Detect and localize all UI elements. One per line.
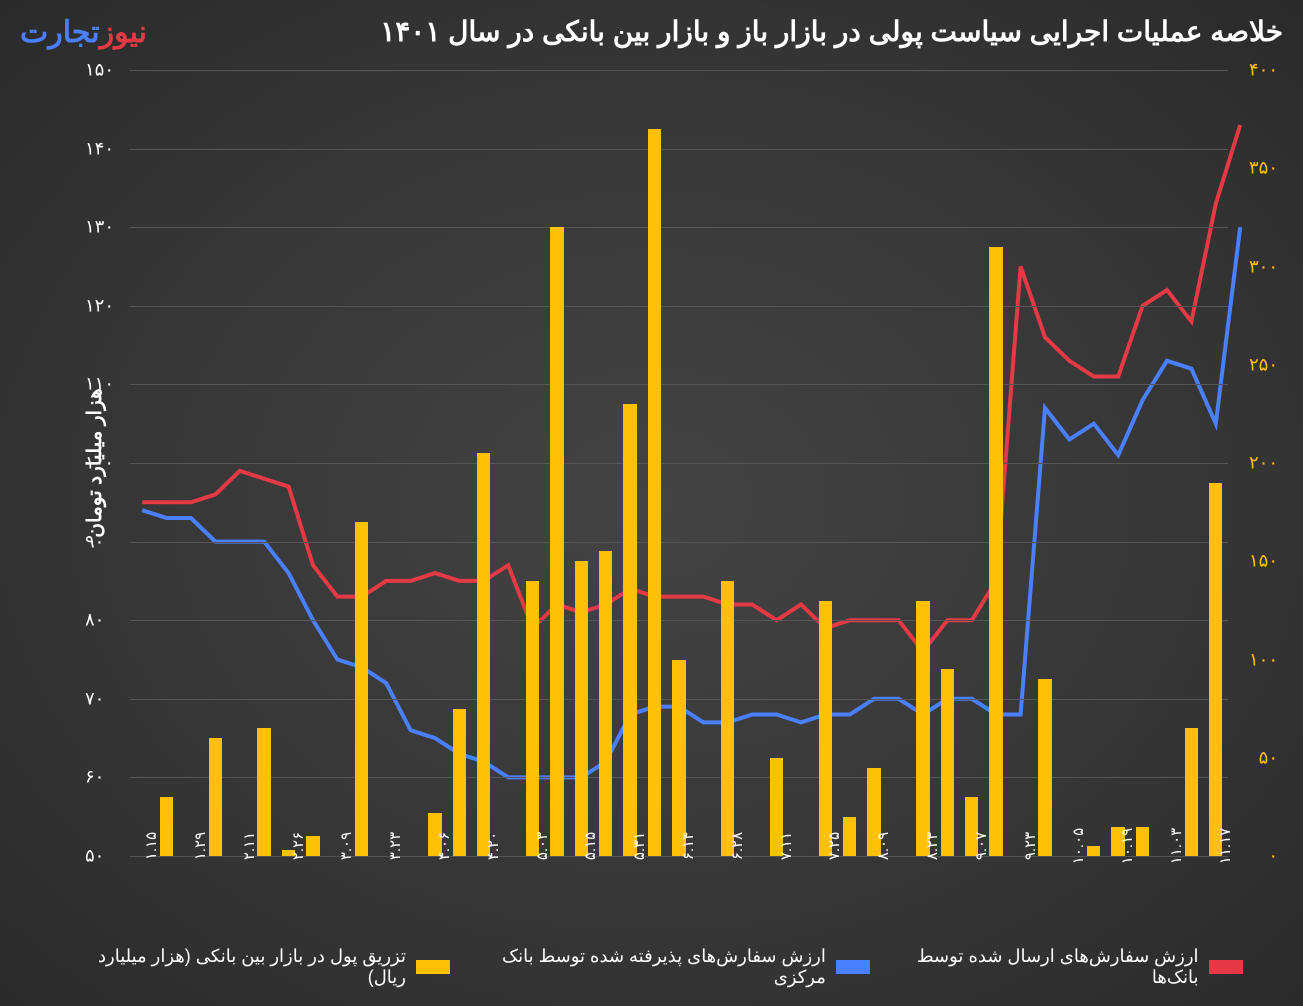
x-tick: ۵.۱۵	[581, 832, 599, 860]
bar	[1209, 483, 1222, 856]
chart-container: خلاصه عملیات اجرایی سیاست پولی در بازار …	[0, 0, 1303, 1006]
bar	[1136, 827, 1149, 856]
gridline	[130, 70, 1228, 71]
bar	[550, 227, 563, 856]
x-tick: ۶.۱۴	[679, 832, 697, 860]
x-tick: ۸.۰۹	[874, 832, 892, 860]
line	[142, 227, 1240, 777]
bar	[648, 129, 661, 856]
x-tick: ۸.۲۳	[923, 832, 941, 860]
y-left-tick: ۱۲۰	[85, 295, 114, 316]
legend-label-1: ارزش سفارش‌های ارسال شده توسط بانک‌ها	[870, 946, 1198, 988]
y-right-tick: ۲۰۰	[1249, 453, 1278, 474]
logo-p2: تجارت	[20, 16, 100, 49]
bar	[1038, 679, 1051, 856]
y-right-tick: ۰	[1268, 846, 1278, 867]
y-left-tick: ۱۵۰	[85, 60, 114, 81]
x-tick: ۱۱.۱۷	[1216, 828, 1234, 864]
bar	[1185, 728, 1198, 856]
x-tick: ۱۰.۱۹	[1118, 828, 1136, 864]
y-right-tick: ۵۰	[1259, 747, 1278, 768]
y-right-tick: ۱۵۰	[1249, 551, 1278, 572]
x-tick: ۵.۰۳	[533, 832, 551, 860]
bar	[916, 601, 929, 856]
bar	[623, 404, 636, 856]
y-right-tick: ۳۵۰	[1249, 158, 1278, 179]
y-right-tick: ۴۰۰	[1249, 60, 1278, 81]
y-left-tick: ۵۰	[85, 846, 104, 867]
y-left-tick: ۱۳۰	[85, 217, 114, 238]
x-tick: ۴.۲۰	[484, 832, 502, 860]
x-tick: ۷.۱۱	[777, 832, 795, 860]
logo: نیوزتجارت	[20, 15, 147, 50]
gridline	[130, 306, 1228, 307]
x-tick: ۹.۲۳	[1021, 832, 1039, 860]
bar	[843, 817, 856, 856]
y-left-tick: ۱۴۰	[85, 138, 114, 159]
x-tick: ۱.۲۹	[191, 832, 209, 860]
x-tick: ۲.۲۶	[289, 832, 307, 860]
bar	[355, 522, 368, 856]
bar	[257, 728, 270, 856]
y-left-tick: ۶۰	[85, 767, 104, 788]
bar	[160, 797, 173, 856]
legend-item-red: ارزش سفارش‌های ارسال شده توسط بانک‌ها	[870, 946, 1243, 988]
bar	[989, 247, 1002, 856]
bar	[672, 660, 685, 857]
y-left-tick: ۸۰	[85, 610, 104, 631]
x-tick: ۱۰.۰۵	[1069, 828, 1087, 864]
x-tick: ۱.۱۵	[142, 832, 160, 860]
bar	[1087, 846, 1100, 856]
legend: ارزش سفارش‌های ارسال شده توسط بانک‌ها ار…	[0, 946, 1303, 988]
x-tick: ۲.۱۱	[240, 832, 258, 860]
bar	[721, 581, 734, 856]
y-left-tick: ۱۱۰	[85, 374, 114, 395]
legend-swatch-blue	[836, 960, 870, 974]
x-tick: ۴.۰۶	[435, 832, 453, 860]
bar	[599, 551, 612, 856]
y-left-tick: ۷۰	[85, 688, 104, 709]
legend-label-2: ارزش سفارش‌های پذیرفته شده توسط بانک مرک…	[450, 946, 825, 988]
x-tick: ۷.۲۵	[825, 832, 843, 860]
x-tick: ۳.۲۳	[386, 832, 404, 860]
plot-area: هزار میلیارد تومان ۵۰۶۰۷۰۸۰۹۰۱۰۰۱۱۰۱۲۰۱۳…	[130, 70, 1228, 856]
logo-p1: نیوز	[100, 16, 147, 49]
bar	[526, 581, 539, 856]
legend-swatch-red	[1209, 960, 1243, 974]
gridline	[130, 384, 1228, 385]
x-tick: ۱۱.۰۳	[1167, 828, 1185, 864]
gridline	[130, 463, 1228, 464]
y-right-tick: ۲۵۰	[1249, 354, 1278, 375]
legend-swatch-bar	[416, 960, 450, 974]
bar	[453, 709, 466, 856]
line	[142, 125, 1240, 652]
y-right-tick: ۳۰۰	[1249, 256, 1278, 277]
x-tick: ۳.۰۹	[337, 832, 355, 860]
gridline	[130, 620, 1228, 621]
y-left-tick: ۱۰۰	[85, 453, 114, 474]
gridline	[130, 149, 1228, 150]
y-right-tick: ۱۰۰	[1249, 649, 1278, 670]
legend-item-blue: ارزش سفارش‌های پذیرفته شده توسط بانک مرک…	[450, 946, 870, 988]
bar	[209, 738, 222, 856]
gridline	[130, 542, 1228, 543]
legend-item-bar: تزریق پول در بازار بین بانکی (هزار میلیا…	[60, 946, 451, 988]
y-left-tick: ۹۰	[85, 531, 104, 552]
bar	[575, 561, 588, 856]
bar	[477, 453, 490, 856]
legend-label-3: تزریق پول در بازار بین بانکی (هزار میلیا…	[60, 946, 406, 988]
x-tick: ۵.۳۱	[630, 832, 648, 860]
x-tick: ۹.۰۷	[972, 832, 990, 860]
gridline	[130, 227, 1228, 228]
x-tick: ۶.۲۸	[728, 832, 746, 860]
chart-title: خلاصه عملیات اجرایی سیاست پولی در بازار …	[380, 15, 1283, 48]
bar	[819, 601, 832, 856]
bar	[941, 669, 954, 856]
bar	[306, 836, 319, 856]
